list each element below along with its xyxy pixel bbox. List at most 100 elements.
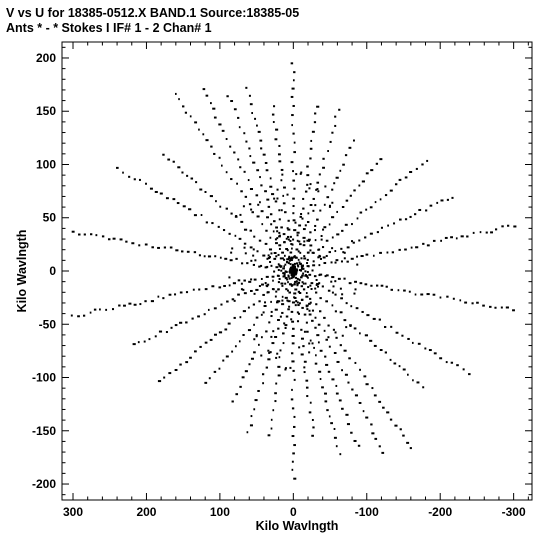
uv-point <box>354 280 357 283</box>
uv-point <box>253 323 255 326</box>
uv-point <box>186 250 190 253</box>
uv-point <box>119 238 123 241</box>
uv-point <box>351 240 354 243</box>
y-tick-label: 200 <box>36 51 56 65</box>
uv-point <box>379 158 383 161</box>
uv-point <box>330 261 333 264</box>
uv-point <box>295 248 299 251</box>
uv-point <box>293 141 296 144</box>
uv-point <box>234 234 237 237</box>
uv-point <box>123 304 126 307</box>
uv-point <box>379 198 382 201</box>
uv-point <box>277 319 280 322</box>
uv-point <box>239 385 242 388</box>
uv-point <box>237 279 241 282</box>
uv-point <box>324 355 327 358</box>
uv-point <box>317 256 320 259</box>
uv-point <box>379 251 382 254</box>
uv-point <box>199 345 202 348</box>
uv-point <box>353 189 356 192</box>
uv-point <box>175 92 177 95</box>
uv-point <box>316 188 319 191</box>
uv-point <box>294 280 297 283</box>
uv-point <box>266 216 269 219</box>
uv-point <box>265 229 268 232</box>
uv-point <box>315 354 317 357</box>
uv-point <box>230 100 234 103</box>
uv-point <box>131 242 135 245</box>
uv-point <box>249 155 252 158</box>
uv-point <box>341 407 344 410</box>
uv-point <box>254 399 258 402</box>
uv-point <box>212 107 216 110</box>
uv-point <box>278 231 281 234</box>
uv-point <box>278 144 281 147</box>
uv-point <box>207 308 210 311</box>
uv-point <box>341 229 344 232</box>
uv-point <box>479 231 482 234</box>
uv-point <box>433 352 437 355</box>
uv-point <box>283 258 286 261</box>
uv-point <box>269 177 272 180</box>
uv-point <box>416 381 420 384</box>
uv-point <box>439 357 443 360</box>
uv-point <box>242 310 246 313</box>
uv-point <box>300 337 304 340</box>
uv-point <box>178 98 180 101</box>
uv-point <box>301 217 304 220</box>
uv-point <box>404 248 407 251</box>
uv-point <box>411 341 414 344</box>
uv-point <box>213 370 217 373</box>
uv-point <box>326 196 330 199</box>
uv-point <box>265 275 269 278</box>
uv-point <box>380 284 384 287</box>
uv-point <box>181 250 184 253</box>
uv-point <box>258 300 261 303</box>
chart-header-line2: Ants * - * Stokes I IF# 1 - 2 Chan# 1 <box>6 21 212 35</box>
uv-point <box>319 310 322 313</box>
uv-point <box>335 392 339 395</box>
uv-point <box>291 284 294 287</box>
uv-point <box>269 351 272 354</box>
uv-point <box>262 153 266 156</box>
uv-point <box>353 292 356 295</box>
uv-point <box>274 295 277 298</box>
uv-point <box>186 174 189 177</box>
uv-point <box>293 292 297 295</box>
uv-point <box>240 190 243 193</box>
uv-point <box>292 266 295 269</box>
uv-point <box>263 305 267 308</box>
uv-point <box>284 282 287 285</box>
uv-point <box>128 302 132 305</box>
uv-point <box>253 235 256 238</box>
x-tick-label: 0 <box>290 505 297 519</box>
uv-point <box>315 278 318 281</box>
uv-point <box>260 277 263 280</box>
uv-point <box>439 296 442 299</box>
uv-point <box>374 437 378 440</box>
uv-point <box>501 225 504 228</box>
uv-point <box>225 171 228 174</box>
uv-point <box>277 288 280 291</box>
uv-point <box>258 239 262 242</box>
uv-point <box>311 309 315 312</box>
uv-point <box>204 288 208 291</box>
uv-point <box>294 221 297 224</box>
y-tick-label: -100 <box>32 371 56 385</box>
x-axis-label: Kilo Wavlngth <box>256 519 339 533</box>
uv-point <box>243 170 246 173</box>
uv-point <box>302 345 305 348</box>
uv-point <box>316 181 320 184</box>
uv-point <box>304 224 307 227</box>
uv-point <box>288 283 292 286</box>
uv-point <box>253 408 256 411</box>
uv-point <box>325 274 329 277</box>
uv-point <box>359 282 363 285</box>
uv-point <box>265 284 268 287</box>
uv-point <box>274 200 278 203</box>
uv-point <box>397 289 400 292</box>
uv-point <box>248 203 252 206</box>
uv-point <box>289 366 292 369</box>
